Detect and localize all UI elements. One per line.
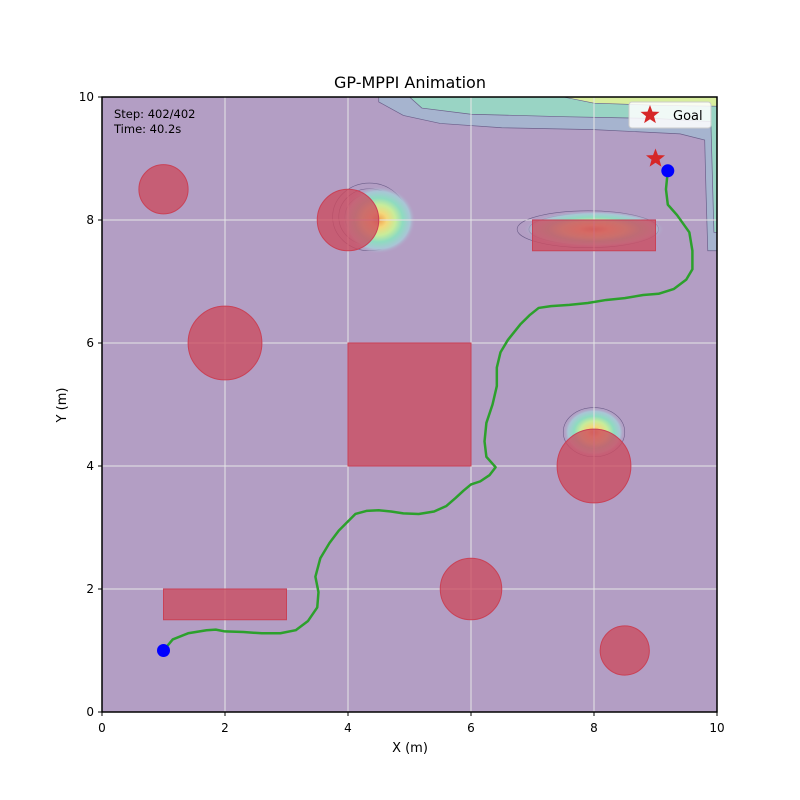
- robot-current-marker: [661, 164, 675, 178]
- obstacles: [138, 164, 656, 676]
- axis-ticks: 0 2 4 6 8 10 0 2 4 6 8 10: [79, 90, 725, 735]
- y-tick-label: 4: [86, 459, 94, 473]
- rect-obstacle: [163, 588, 287, 621]
- circle-obstacle: [556, 428, 632, 504]
- y-axis-label: Y (m): [55, 388, 70, 424]
- legend-goal-star-icon: [640, 105, 660, 124]
- legend: Goal: [628, 101, 712, 129]
- x-tick-label: 6: [467, 721, 475, 735]
- y-tick-label: 0: [86, 705, 94, 719]
- circle-obstacle: [316, 188, 380, 252]
- circle-obstacle: [187, 305, 263, 381]
- x-tick-label: 4: [344, 721, 352, 735]
- y-tick-label: 6: [86, 336, 94, 350]
- circle-obstacle: [439, 557, 503, 621]
- y-tick-label: 2: [86, 582, 94, 596]
- legend-label-goal: Goal: [673, 109, 703, 124]
- markers: [157, 148, 675, 657]
- x-tick-label: 8: [590, 721, 598, 735]
- time-readout: Time: 40.2s: [113, 122, 181, 136]
- x-axis-label: X (m): [392, 741, 428, 756]
- y-tick-label: 10: [79, 90, 94, 104]
- step-readout: Step: 402/402: [114, 107, 196, 121]
- robot-trajectory: [162, 169, 694, 652]
- x-tick-label: 0: [98, 721, 106, 735]
- rect-obstacle: [532, 219, 656, 252]
- rect-obstacle: [347, 342, 472, 467]
- x-tick-label: 2: [221, 721, 229, 735]
- chart-title: GP-MPPI Animation: [334, 73, 486, 92]
- plot-frame: [101, 96, 718, 713]
- trajectory-layer: [162, 169, 694, 652]
- x-tick-label: 10: [709, 721, 724, 735]
- y-tick-label: 8: [86, 213, 94, 227]
- circle-obstacle: [138, 164, 189, 215]
- circle-obstacle: [599, 625, 650, 676]
- goal-star-marker: [645, 148, 666, 167]
- robot-start-marker: [157, 644, 170, 657]
